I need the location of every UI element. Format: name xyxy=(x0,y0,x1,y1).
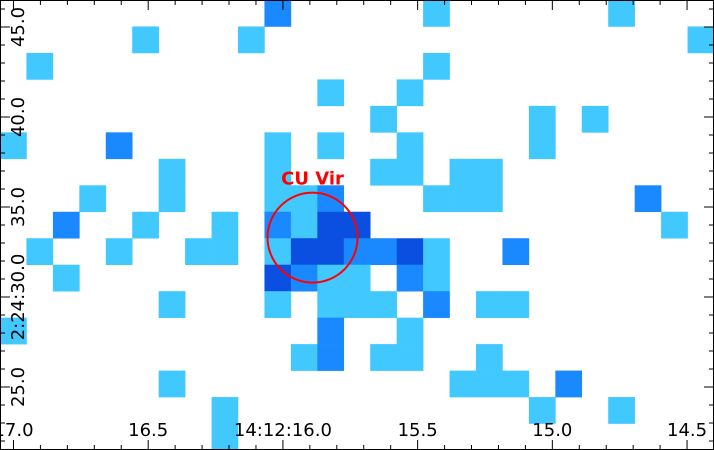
count-cell xyxy=(581,105,609,133)
count-cell xyxy=(396,317,424,345)
target-circle xyxy=(266,191,359,284)
count-cell xyxy=(211,423,239,450)
count-cell xyxy=(396,344,424,371)
x-tick-label: 17.0 xyxy=(0,420,34,441)
count-cell xyxy=(396,238,424,266)
count-cell xyxy=(396,79,424,107)
target-annotation: CU Vir xyxy=(266,169,359,284)
count-cell xyxy=(502,291,530,318)
count-cell xyxy=(264,132,292,160)
count-cell xyxy=(158,185,186,213)
count-cell xyxy=(528,397,556,424)
count-cell xyxy=(317,317,345,345)
count-cell xyxy=(423,291,450,318)
count-cell xyxy=(396,132,424,160)
x-tick-label: 15.5 xyxy=(398,420,438,441)
axis-tick-labels: 17.0 16.5 14:12:16.0 15.5 15.0 14.5 45.0 40.0 35… xyxy=(0,7,707,441)
count-cell xyxy=(211,211,239,239)
count-cell xyxy=(0,317,27,345)
count-cell xyxy=(264,0,292,27)
count-cell xyxy=(423,52,450,80)
x-tick-label: 16.5 xyxy=(128,420,168,441)
count-cell xyxy=(370,344,397,371)
count-cell xyxy=(264,264,292,292)
count-cell xyxy=(608,397,635,424)
count-cell xyxy=(528,132,556,160)
y-tick-label: 35.0 xyxy=(8,187,29,227)
count-cell xyxy=(423,185,450,213)
count-cell xyxy=(290,238,318,266)
x-tick-label: 14.5 xyxy=(667,420,707,441)
count-cell xyxy=(211,397,239,424)
count-cell xyxy=(476,185,503,213)
count-cell xyxy=(502,238,530,266)
count-cell xyxy=(158,291,186,318)
count-cell xyxy=(555,370,583,398)
count-cell xyxy=(317,344,345,371)
count-cell xyxy=(290,211,318,239)
count-cell xyxy=(528,105,556,133)
count-cell xyxy=(396,264,424,292)
count-cell xyxy=(79,185,107,213)
count-cell xyxy=(343,264,371,292)
count-cell xyxy=(52,211,80,239)
count-cell xyxy=(317,79,345,107)
count-cell xyxy=(608,0,635,27)
count-cell xyxy=(185,238,212,266)
count-cell xyxy=(211,238,239,266)
count-cell xyxy=(317,238,345,266)
count-cell xyxy=(396,158,424,186)
count-cell xyxy=(317,211,345,239)
y-tick-label: 2:24:30.0 xyxy=(8,254,29,341)
count-cell xyxy=(105,238,133,266)
count-cell xyxy=(132,211,159,239)
count-cell xyxy=(0,132,27,160)
count-cell xyxy=(290,344,318,371)
count-cell xyxy=(317,291,345,318)
count-cell xyxy=(476,344,503,371)
count-cell xyxy=(105,132,133,160)
count-cell xyxy=(370,238,397,266)
y-tick-label: 40.0 xyxy=(8,97,29,137)
count-cell xyxy=(26,238,54,266)
count-cell xyxy=(370,291,397,318)
y-tick-label: 45.0 xyxy=(8,7,29,47)
count-cell xyxy=(132,26,159,54)
count-cell xyxy=(238,26,265,54)
x-tick-label: 15.0 xyxy=(532,420,572,441)
count-cell xyxy=(449,370,477,398)
count-cell xyxy=(423,264,450,292)
count-cell xyxy=(26,52,54,80)
count-cell xyxy=(290,264,318,292)
count-cell xyxy=(370,158,397,186)
count-cell xyxy=(476,370,503,398)
count-cell xyxy=(317,185,345,213)
count-cell xyxy=(502,370,530,398)
count-cell xyxy=(449,185,477,213)
count-cell xyxy=(423,0,450,27)
count-cell xyxy=(687,26,714,54)
count-cell xyxy=(317,132,345,160)
count-cell xyxy=(158,158,186,186)
y-tick-label: 25.0 xyxy=(8,367,29,407)
count-cell xyxy=(449,158,477,186)
count-cell xyxy=(158,370,186,398)
count-cell xyxy=(370,105,397,133)
count-cell xyxy=(264,158,292,186)
count-cell xyxy=(343,291,371,318)
count-cell xyxy=(476,291,503,318)
count-cell xyxy=(661,211,688,239)
x-tick-label: 14:12:16.0 xyxy=(234,420,332,441)
count-cell xyxy=(264,291,292,318)
count-cell xyxy=(634,185,662,213)
count-cell xyxy=(290,185,318,213)
count-cell xyxy=(423,238,450,266)
count-cell xyxy=(476,158,503,186)
count-cell xyxy=(52,264,80,292)
target-label: CU Vir xyxy=(281,169,344,190)
